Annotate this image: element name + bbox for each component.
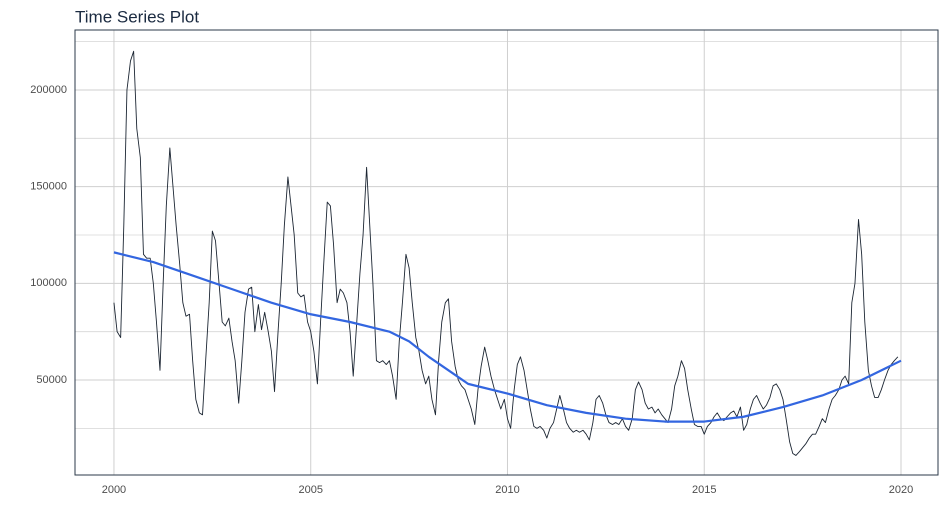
chart-title: Time Series Plot <box>75 7 199 26</box>
x-tick-label: 2005 <box>298 484 322 496</box>
x-tick-label: 2000 <box>102 484 126 496</box>
series-line <box>113 50 899 456</box>
panel-border <box>74 29 939 476</box>
y-tick-label: 100000 <box>30 277 67 289</box>
y-tick-label: 200000 <box>30 84 67 96</box>
x-tick-label: 2020 <box>889 484 913 496</box>
y-tick-label: 50000 <box>36 374 67 386</box>
y-tick-label: 150000 <box>30 181 67 193</box>
x-tick-label: 2015 <box>692 484 716 496</box>
series-line <box>113 251 902 423</box>
x-tick-label: 2010 <box>495 484 519 496</box>
